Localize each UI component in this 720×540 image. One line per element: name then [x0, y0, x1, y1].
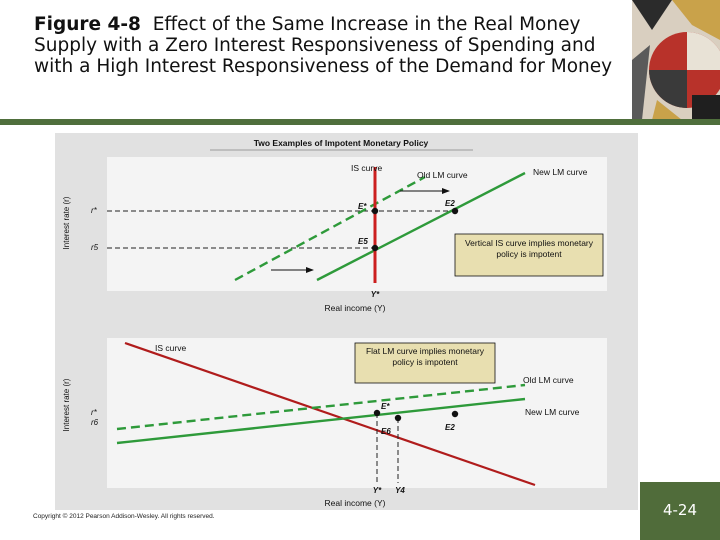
- figure-diagram: Two Examples of Impotent Monetary Policy…: [62, 138, 607, 508]
- bottom-is-curve-label: IS curve: [155, 343, 186, 353]
- bottom-e6-label: E6: [381, 427, 391, 436]
- figure-caption: Effect of the Same Increase in the Real …: [34, 14, 613, 77]
- copyright-notice: Copyright © 2012 Pearson Addison-Wesley.…: [33, 513, 215, 520]
- bottom-e-star-label: E*: [381, 402, 390, 411]
- top-new-lm-label: New LM curve: [533, 167, 588, 177]
- bottom-r-star-label: r*: [91, 408, 98, 417]
- bottom-old-lm-curve: [116, 383, 526, 431]
- bottom-old-lm-label: Old LM curve: [523, 375, 574, 385]
- slide-number: 4-24: [662, 501, 698, 519]
- top-e-star-label: E*: [358, 202, 367, 211]
- figure-heading: Two Examples of Impotent Monetary Policy: [254, 138, 429, 148]
- bottom-new-lm-label: New LM curve: [525, 407, 580, 417]
- top-old-lm-curve: [234, 175, 426, 282]
- bottom-y-star-label: Y*: [373, 486, 382, 495]
- slide-number-box: [640, 482, 720, 540]
- bottom-y-axis-label: Interest rate (r): [62, 378, 71, 431]
- bottom-note-text: Flat LM curve implies monetary policy is…: [365, 346, 485, 367]
- corner-artwork: [632, 0, 720, 120]
- top-point-e2: [451, 207, 459, 215]
- bottom-x-axis-label: Real income (Y): [325, 498, 386, 508]
- top-y-axis-label: Interest rate (r): [62, 196, 71, 249]
- bottom-point-e-star: [373, 409, 381, 417]
- top-old-lm-label: Old LM curve: [417, 170, 468, 180]
- bottom-point-e6: [394, 414, 402, 422]
- top-note-text: Vertical IS curve implies monetary polic…: [464, 238, 594, 259]
- top-point-e-star: [371, 207, 379, 215]
- top-e2-label: E2: [445, 199, 455, 208]
- figure-panel: Two Examples of Impotent Monetary Policy…: [55, 133, 638, 510]
- bottom-y4-label: Y4: [395, 486, 405, 495]
- top-point-e5: [371, 244, 379, 252]
- title-rule: [0, 119, 720, 125]
- top-is-curve-label: IS curve: [351, 163, 382, 173]
- top-e5-label: E5: [358, 237, 368, 246]
- bottom-r6-label: r6: [91, 418, 99, 427]
- bottom-point-e2: [451, 410, 459, 418]
- bottom-e2-label: E2: [445, 423, 455, 432]
- bottom-note-box: [354, 342, 496, 384]
- top-new-lm-curve: [316, 171, 526, 282]
- top-x-axis-label: Real income (Y): [325, 303, 386, 313]
- bottom-is-curve: [124, 341, 536, 487]
- slide-title: Figure 4-8 Effect of the Same Increase i…: [34, 14, 624, 77]
- top-r-star-label: r*: [91, 206, 98, 215]
- top-y-star-label: Y*: [371, 290, 380, 299]
- bottom-new-lm-curve: [116, 397, 526, 445]
- figure-label: Figure 4-8: [34, 14, 141, 35]
- top-note-box: [454, 233, 604, 277]
- top-r5-label: r5: [91, 243, 99, 252]
